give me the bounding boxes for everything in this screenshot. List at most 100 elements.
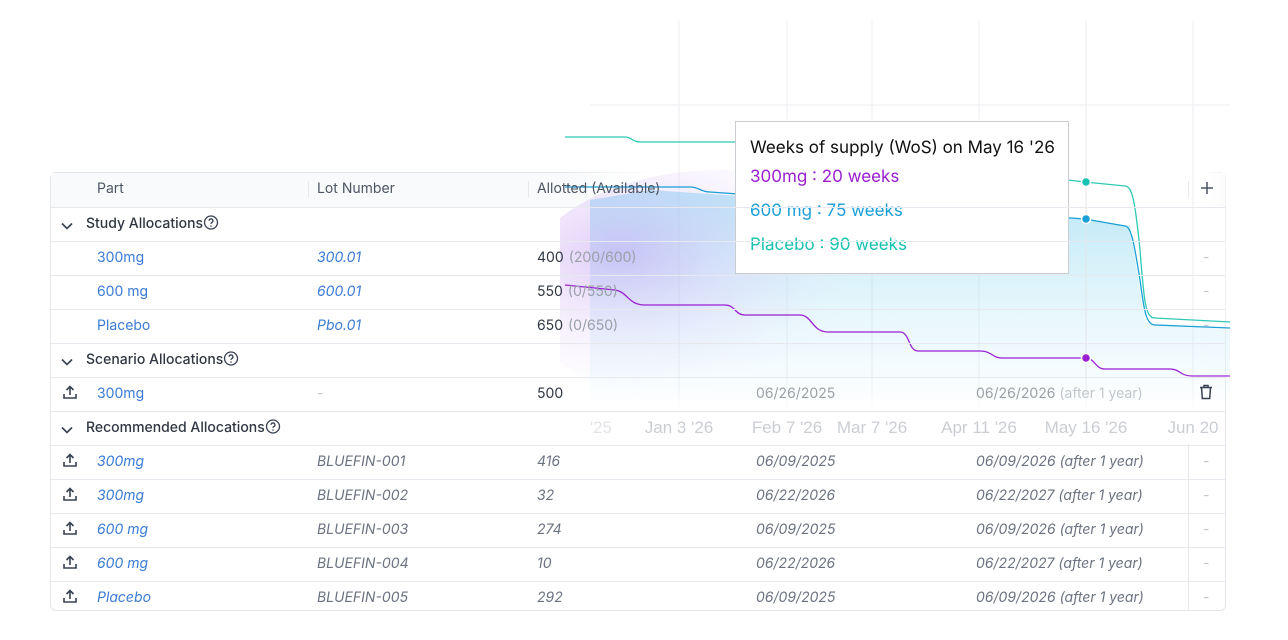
x-axis-label: '25 — [590, 418, 612, 437]
lot-number: BLUEFIN-003 — [317, 521, 409, 538]
x-axis-label: Apr 11 '26 — [941, 418, 1017, 437]
line-placebo — [565, 136, 1231, 323]
expiry-date: 06/22/2027 (after 1 year) — [976, 555, 1143, 572]
tooltip: Weeks of supply (WoS) on May 16 '26 300mg… — [735, 121, 1069, 274]
lot-number: BLUEFIN-002 — [317, 487, 409, 504]
part-link[interactable]: Placebo — [97, 317, 151, 334]
add-button[interactable] — [1200, 179, 1214, 199]
lot-number: - — [317, 385, 324, 402]
row-divider — [51, 207, 1225, 208]
expiry-date: 06/26/2026 — [976, 385, 1056, 402]
dot — [1080, 352, 1092, 364]
upload-icon — [62, 520, 78, 540]
start-date: 06/09/2025 — [756, 521, 836, 538]
column-header: Part — [97, 180, 124, 197]
expiry-date: 06/09/2026 (after 1 year) — [976, 521, 1144, 538]
help-icon — [203, 214, 219, 234]
line-600mg — [565, 186, 1231, 329]
dot — [1080, 176, 1092, 188]
row-divider — [51, 479, 1225, 480]
column-divider — [1188, 444, 1189, 611]
row-action: - — [1203, 521, 1210, 538]
allotted: 400 — [537, 249, 564, 266]
collapse-chevron[interactable] — [61, 214, 73, 234]
part-link[interactable]: 300mg — [97, 385, 145, 402]
x-axis-label: Jan 3 '26 — [645, 418, 713, 437]
lot-number: 300.01 — [317, 249, 362, 266]
help-icon — [224, 350, 239, 370]
lot-number: 600.01 — [317, 283, 362, 300]
part-link[interactable]: 600 mg — [97, 555, 149, 572]
upload-icon — [62, 588, 78, 608]
expiry-date: 06/22/2027 (after 1 year) — [976, 487, 1143, 504]
upload-icon — [62, 384, 78, 404]
x-axis-label: May 16 '26 — [1045, 418, 1128, 437]
row-divider — [51, 377, 1225, 378]
part-link[interactable]: 300mg — [97, 453, 145, 470]
section-title: Scenario Allocations — [86, 351, 224, 368]
expiry-date: 06/09/2026 (after 1 year) — [976, 589, 1144, 606]
available: (0/550) — [567, 283, 618, 300]
row-divider — [51, 581, 1225, 582]
row-divider — [51, 309, 1225, 310]
column-header: Lot Number — [317, 180, 395, 197]
allotted: 10 — [537, 555, 552, 572]
allotted: 32 — [537, 487, 555, 504]
part-link[interactable]: 600 mg — [97, 283, 149, 300]
row-action: - — [1203, 453, 1210, 470]
help-icon — [265, 418, 280, 438]
allotted: 550 — [537, 283, 563, 300]
lot-number: BLUEFIN-005 — [317, 589, 409, 606]
start-date: 06/22/2026 — [756, 487, 836, 504]
upload-icon — [62, 452, 78, 472]
collapse-chevron[interactable] — [61, 350, 73, 370]
row-divider — [51, 513, 1225, 514]
row-action: - — [1203, 589, 1210, 606]
collapse-chevron[interactable] — [61, 418, 73, 438]
column-divider — [308, 181, 309, 198]
line-300mg — [564, 284, 1230, 377]
dot — [1080, 213, 1092, 225]
row-divider — [51, 547, 1225, 548]
x-axis-label: Jun 20 — [1167, 418, 1218, 437]
allotted: 416 — [537, 453, 561, 470]
allotted: 650 — [537, 317, 564, 334]
expiry-note: (after 1 year) — [1059, 385, 1143, 402]
allotted: 274 — [537, 521, 562, 538]
column-divider — [1188, 181, 1189, 198]
row-action: - — [1203, 487, 1210, 504]
delete-button[interactable] — [1199, 384, 1213, 404]
tooltip-title: Weeks of supply (WoS) on May 16 '26 — [750, 138, 1055, 158]
row-divider — [51, 411, 1225, 412]
section-title: Study Allocations — [86, 215, 204, 232]
allotted: 292 — [537, 589, 563, 606]
start-date: 06/26/2025 — [756, 385, 836, 402]
row-action: - — [1203, 249, 1210, 266]
tooltip-item: 300mg : 20 weeks — [750, 167, 900, 187]
upload-icon — [62, 486, 78, 506]
available: (0/650) — [568, 317, 619, 334]
row-divider — [51, 275, 1225, 276]
tooltip-item: 600 mg : 75 weeks — [750, 201, 903, 221]
part-link[interactable]: 600 mg — [97, 521, 149, 538]
part-link[interactable]: Placebo — [97, 589, 151, 606]
allotted: 500 — [537, 385, 564, 402]
start-date: 06/09/2025 — [756, 589, 836, 606]
row-divider — [51, 343, 1225, 344]
x-axis-label: Feb 7 '26 — [752, 418, 822, 437]
lot-number: Pbo.01 — [317, 317, 362, 334]
start-date: 06/09/2025 — [756, 453, 836, 470]
column-divider — [528, 181, 529, 198]
part-link[interactable]: 300mg — [97, 487, 145, 504]
row-action: - — [1203, 317, 1210, 334]
column-header: Allotted (Available) — [537, 180, 661, 197]
row-action: - — [1203, 283, 1210, 300]
upload-icon — [62, 554, 78, 574]
tooltip-item: Placebo : 90 weeks — [750, 235, 907, 255]
lot-number: BLUEFIN-001 — [317, 453, 406, 470]
row-divider — [51, 241, 1225, 242]
x-axis-label: Mar 7 '26 — [837, 418, 907, 437]
part-link[interactable]: 300mg — [97, 249, 145, 266]
